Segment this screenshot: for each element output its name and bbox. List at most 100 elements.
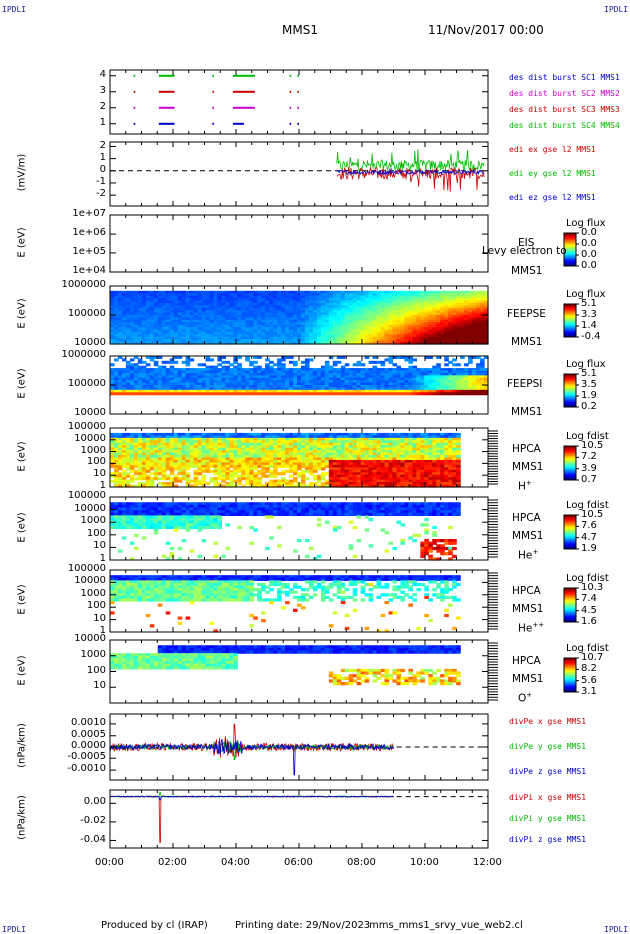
spectrogram-cell [304,290,310,294]
spectrogram-cell [137,447,143,451]
spectrogram-cell [217,356,223,360]
spectrogram-cell [476,310,481,314]
spectrogram-cell [217,319,223,323]
spectrogram-cell [300,360,306,364]
spectrogram-cell [125,452,131,456]
spectrogram-cell [289,375,294,379]
spectrogram-cell [328,370,334,374]
spectrogram-cell [253,457,258,461]
spectrogram-cell [165,392,171,396]
spectrogram-cell [356,484,362,488]
spectrogram-cell [273,387,278,391]
spectrogram-cell [289,385,294,389]
spectrogram-cell [420,317,425,321]
spectrogram-cell [285,368,290,372]
spectrogram-cell [396,365,402,369]
spectrogram-cell [165,312,171,316]
spectrogram-cell [225,389,230,393]
spectrogram-cell [221,339,226,343]
spectrogram-cell [153,312,159,316]
spectrogram-cell [293,377,298,381]
spectrogram-cell [332,305,338,309]
spectrogram-cell [153,372,159,376]
spectrogram-cell [452,375,457,379]
spectrogram-cell [356,392,362,396]
spectrogram-cell [133,435,139,439]
spectrogram-cell [356,360,362,364]
spectrogram-cell [456,377,461,381]
spectrogram-cell [300,389,306,393]
spectrogram-cell [173,464,179,468]
spectrogram-cell [153,290,159,294]
spectrogram-cell [177,331,183,335]
spectrogram-cell [213,472,219,476]
spectrogram-cell [133,368,139,372]
spectrogram-cell [121,310,127,314]
spectrogram-cell [412,322,417,326]
colorbar-step [564,304,576,306]
spectrogram-cell [408,392,413,396]
spectrogram-cell [141,310,147,314]
spectrogram-cell [312,432,318,436]
spectrogram-cell [177,380,183,384]
spectrogram-cell [476,327,481,331]
spectrogram-cell [388,329,394,333]
spectrogram-cell [400,356,406,360]
spectrogram-cell [432,380,437,384]
spectrogram-cell [233,437,238,441]
spectrogram-cell [348,392,354,396]
spectrogram-cell [161,305,167,309]
spectrogram-cell [257,370,262,374]
spectrogram-cell [484,298,489,302]
spectrogram-cell [253,447,258,451]
spectrogram-cell [161,440,167,444]
spectrogram-cell [145,298,151,302]
spectrogram-cell [129,437,135,441]
spectrogram-cell [261,368,266,372]
spectrogram-cell [201,392,207,396]
spectrogram-cell [476,387,481,391]
spectrogram-cell [364,385,370,389]
spectrogram-cell [257,307,262,311]
spectrogram-cell [149,322,155,326]
spectrogram-cell [412,385,417,389]
spectrogram-cell [293,363,298,367]
spectrogram-cell [249,467,254,471]
spectrogram-cell [380,305,386,309]
spectrogram-cell [372,385,378,389]
spectrogram-cell [444,322,449,326]
spectrogram-cell [197,450,203,454]
spectrogram-cell [297,334,302,338]
spectrogram-cell [113,447,119,451]
spectrogram-cell [245,302,250,306]
spectrogram-cell [121,464,127,468]
spectrogram-cell [221,327,226,331]
efield-series [336,169,485,176]
spectrogram-cell [197,464,203,468]
spectrogram-cell [245,312,250,316]
spectrogram-cell [141,368,147,372]
spectrogram-cell [261,440,266,444]
spectrogram-cell [412,312,417,316]
spectrogram-cell [149,295,155,299]
spectrogram-cell [468,298,473,302]
spectrogram-cell [312,437,318,441]
spectrogram-cell [404,370,410,374]
spectrogram-cell [460,372,465,376]
spectrogram-cell [352,302,358,306]
spectrogram-cell [424,392,429,396]
spectrogram-cell [149,307,155,311]
spectrogram-cell [213,450,219,454]
spectrogram-cell [193,317,199,321]
spectrogram-cell [157,457,163,461]
spectrogram-cell [117,392,123,396]
spectrogram-cell [452,298,457,302]
spectrogram-cell [332,387,338,391]
spectrogram-cell [388,290,394,294]
spectrogram-cell [380,339,386,343]
spectrogram-cell [209,368,215,372]
spectrogram-cell [125,467,131,471]
spectrogram-cell [177,300,183,304]
spectrogram-cell [332,293,338,297]
spectrogram-cell [368,300,374,304]
